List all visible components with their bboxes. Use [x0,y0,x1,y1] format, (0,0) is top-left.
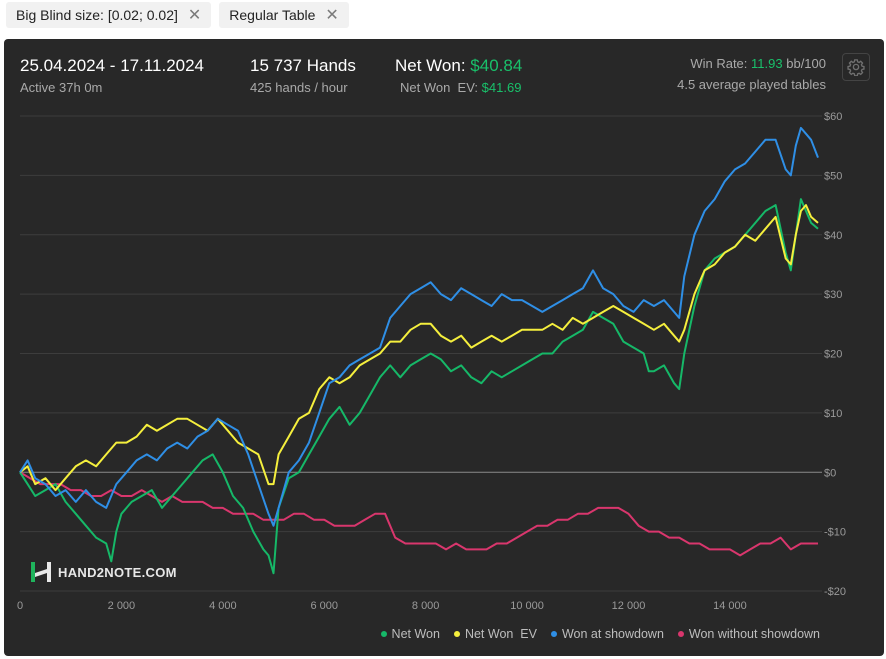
x-tick-label: 4 000 [209,600,237,612]
close-icon[interactable]: ✕ [325,7,339,24]
x-tick-label: 6 000 [310,600,338,612]
net-won-value: $40.84 [470,56,523,75]
active-time: Active 37h 0m [20,80,103,95]
win-rate-label: Win Rate: [690,56,748,71]
series-line-won-at-showdown [19,126,819,527]
gear-icon [847,59,865,76]
hands-per-hour: 425 hands / hour [250,80,348,95]
filter-chip-table-type[interactable]: Regular Table ✕ [219,2,349,28]
hand2note-logo: HAND2NOTE.COM [30,561,177,583]
legend-label: Net Won EV [464,627,537,641]
win-rate-unit: bb/100 [786,56,826,71]
legend-label: Won at showdown [561,627,664,641]
x-tick-label: 2 000 [108,600,136,612]
net-won-ev-label: Net Won EV: [400,80,479,95]
legend-swatch [453,631,460,637]
settings-button[interactable] [842,53,870,81]
x-tick-label: 10 000 [510,600,544,612]
results-chart: $60 $50 $40 $30 $20 $10 $0 -$10 -$20 0 2 000 4 000 6… [17,111,846,612]
filter-chip-label: Regular Table [229,7,316,23]
filter-chip-bb-size[interactable]: Big Blind size: [0.02; 0.02] ✕ [6,2,212,28]
graph-panel: $60 $50 $40 $30 $20 $10 $0 -$10 -$20 0 2 000 4 000 6… [4,39,884,656]
filter-chip-label: Big Blind size: [0.02; 0.02] [16,7,178,23]
hand2note-logo-icon [31,562,51,582]
legend-item-won-without-showdown[interactable]: Won without showdown [677,627,820,641]
series-line-net-won-ev [19,204,819,492]
x-tick-label: 12 000 [612,600,646,612]
net-won-ev-value: $41.69 [481,80,522,95]
filter-bar: Big Blind size: [0.02; 0.02] ✕ Regular T… [0,0,886,38]
y-tick-label: $20 [824,349,842,361]
win-rate-stat: Win Rate: 11.93 bb/100 [690,56,826,71]
y-tick-label: $60 [824,111,842,123]
legend-swatch [380,631,387,637]
legend-item-net-won-ev[interactable]: Net Won EV [453,627,537,641]
net-won-ev-stat: Net Won EV: $41.69 [400,80,521,95]
date-range: 25.04.2024 - 17.11.2024 [20,56,205,75]
y-tick-label: -$20 [824,586,846,598]
y-tick-label: $0 [824,467,836,479]
legend-item-net-won[interactable]: Net Won [380,627,440,641]
win-rate-value: 11.93 [751,56,783,71]
y-tick-label: $30 [824,289,842,301]
x-tick-label: 0 [17,600,23,612]
legend-label: Net Won [391,627,440,641]
logo-text: HAND2NOTE.COM [58,564,177,580]
net-won-stat: Net Won: $40.84 [395,56,522,76]
net-won-label: Net Won: [395,56,466,75]
y-tick-label: $50 [824,170,842,182]
legend-swatch [550,631,557,637]
legend-item-won-at-showdown[interactable]: Won at showdown [550,627,664,641]
legend-swatch [677,631,684,637]
chart-legend: Net Won Net Won EV Won at showdown Won w… [380,627,820,641]
avg-tables: 4.5 average played tables [677,77,826,92]
legend-label: Won without showdown [688,627,820,641]
series-line-net-won [19,198,819,575]
y-tick-label: $10 [824,408,842,420]
hands-count: 15 737 Hands [250,56,356,75]
close-icon[interactable]: ✕ [187,7,202,24]
series-line-won-without-showdown [19,471,818,557]
x-tick-label: 14 000 [713,600,747,612]
x-tick-label: 8 000 [412,600,440,612]
y-tick-label: -$10 [824,527,846,539]
y-tick-label: $40 [824,230,842,242]
